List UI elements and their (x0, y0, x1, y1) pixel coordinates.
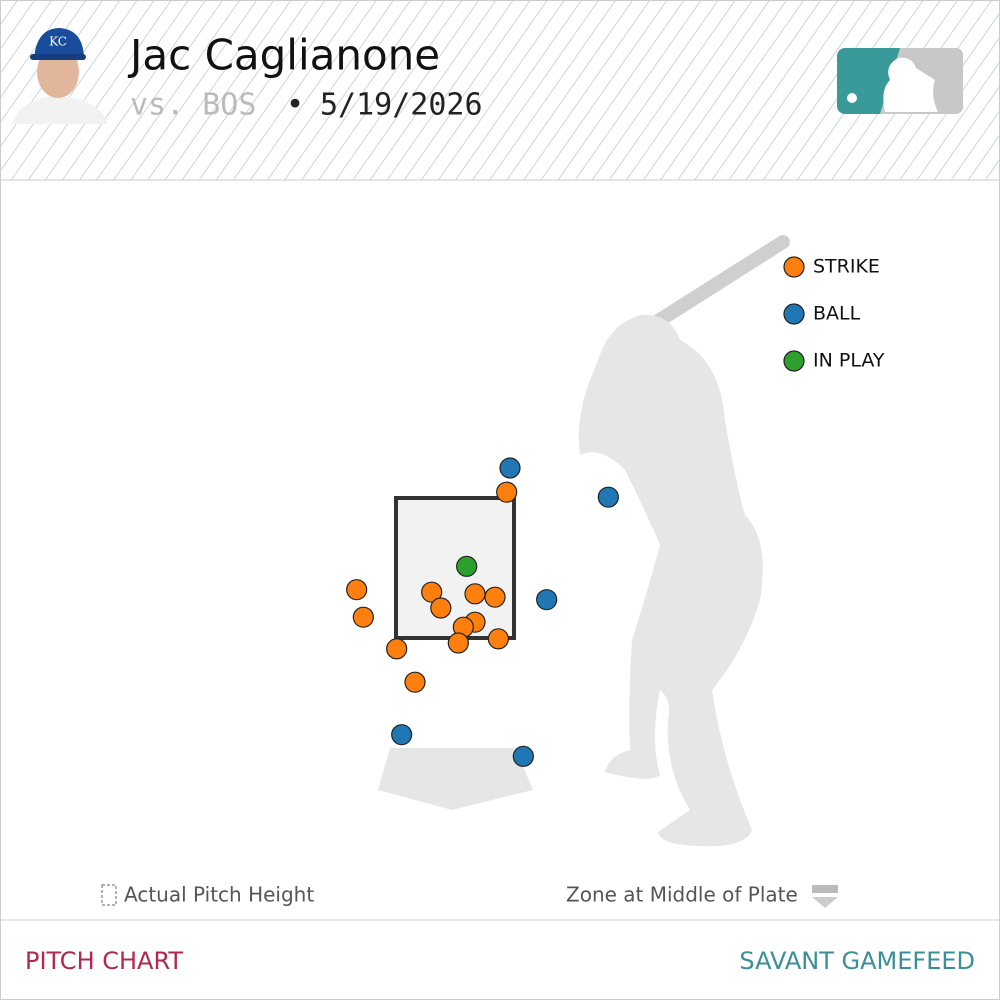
pitch-chart-tab[interactable]: PITCH CHART (25, 947, 183, 975)
pitch (447, 632, 469, 654)
pitch (512, 745, 534, 767)
legend-label: STRIKE (813, 256, 880, 278)
legend-swatch (783, 256, 805, 278)
pitch (499, 457, 521, 479)
pitch (536, 589, 558, 611)
legend: STRIKE BALL IN PLAY (783, 256, 885, 372)
pitch (430, 597, 452, 619)
pitch-height-note: Actual Pitch Height (124, 883, 314, 907)
legend-label: BALL (813, 303, 861, 325)
pitch (404, 671, 426, 693)
pitch (464, 583, 486, 605)
strike-zone (394, 496, 516, 640)
plot-area (346, 457, 619, 767)
pitch (352, 606, 374, 628)
savant-gamefeed-tab[interactable]: SAVANT GAMEFEED (739, 947, 975, 975)
game-date: 5/19/2026 (320, 88, 483, 123)
svg-text:KC: KC (49, 35, 67, 49)
zone-note: Zone at Middle of Plate (566, 883, 798, 907)
pitch (386, 638, 408, 660)
separator: • (286, 88, 304, 123)
batter-silhouette (578, 235, 790, 847)
league-logo (837, 48, 963, 114)
player-name: Jac Caglianone (127, 31, 440, 80)
legend-swatch (783, 350, 805, 372)
opponent: vs. BOS (130, 88, 256, 123)
zone-icon (812, 885, 838, 908)
pitch (484, 586, 506, 608)
pitch (597, 486, 619, 508)
header-background (1, 1, 999, 180)
legend-swatch (783, 303, 805, 325)
pitch (346, 579, 368, 601)
legend-label: IN PLAY (813, 350, 885, 372)
pitch-height-icon (101, 884, 117, 906)
pitch (456, 555, 478, 577)
pitch (496, 481, 518, 503)
home-plate (378, 748, 533, 810)
player-avatar: KC (12, 28, 108, 124)
pitch (487, 628, 509, 650)
pitch (421, 581, 443, 603)
pitch (391, 724, 413, 746)
